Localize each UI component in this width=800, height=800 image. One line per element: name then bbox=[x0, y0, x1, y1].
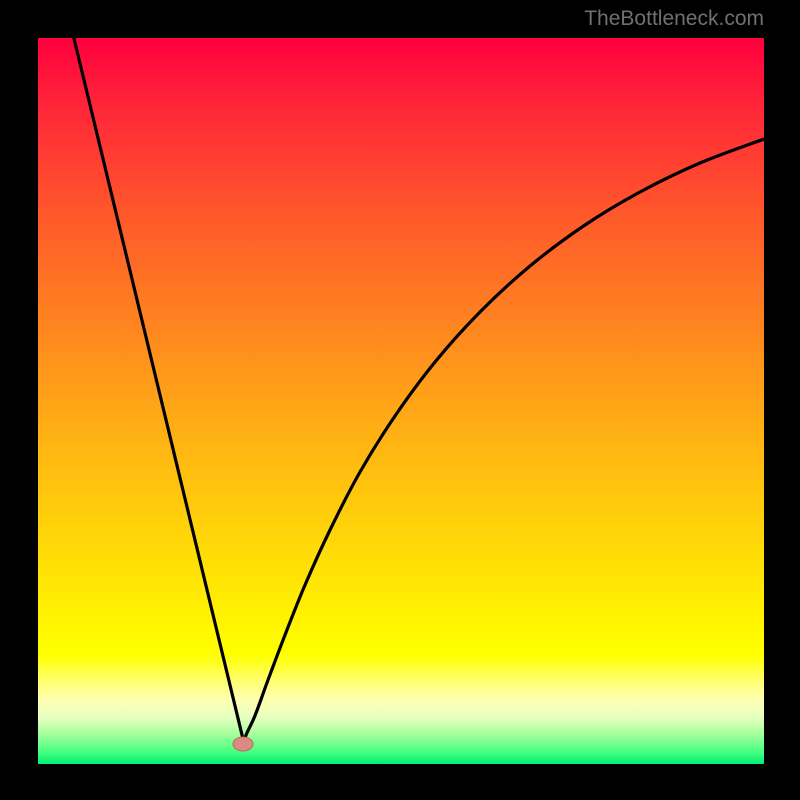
attribution-text: TheBottleneck.com bbox=[584, 7, 764, 31]
chart-container: TheBottleneck.com bbox=[0, 0, 800, 800]
minimum-marker bbox=[233, 737, 253, 751]
plot-area-rect bbox=[38, 38, 764, 764]
chart-svg bbox=[0, 0, 800, 800]
